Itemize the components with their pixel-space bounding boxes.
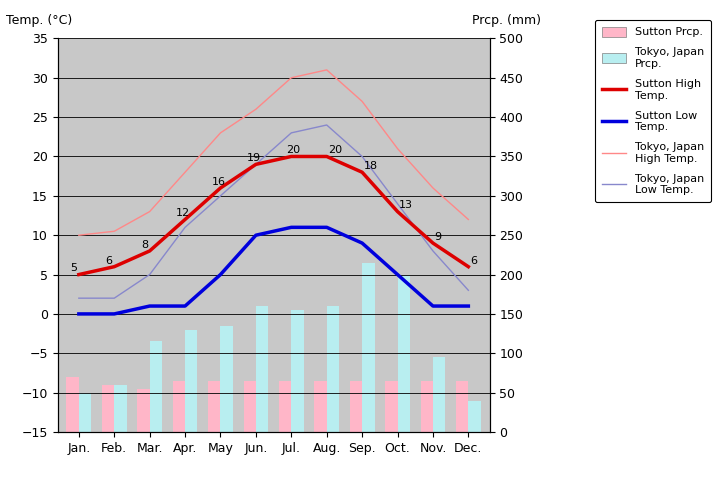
Text: 8: 8	[141, 240, 148, 250]
Bar	[208, 381, 220, 432]
Text: 13: 13	[400, 201, 413, 210]
Bar	[327, 306, 339, 432]
Bar	[102, 385, 114, 432]
Bar	[350, 381, 362, 432]
Bar	[420, 381, 433, 432]
Text: 19: 19	[247, 153, 261, 163]
Bar	[456, 381, 468, 432]
Bar	[292, 310, 304, 432]
Text: 20: 20	[286, 145, 300, 156]
Text: 20: 20	[328, 145, 343, 156]
Text: 5: 5	[70, 264, 77, 274]
Bar	[150, 341, 162, 432]
Bar	[66, 377, 79, 432]
Bar	[220, 326, 233, 432]
Bar	[114, 385, 127, 432]
Text: 6: 6	[105, 255, 112, 265]
Text: 12: 12	[176, 208, 190, 218]
Bar	[397, 275, 410, 432]
Bar	[185, 330, 197, 432]
Bar	[468, 400, 481, 432]
Text: 6: 6	[470, 255, 477, 265]
Text: Temp. (°C): Temp. (°C)	[6, 13, 72, 26]
Bar	[243, 381, 256, 432]
Legend: Sutton Prcp., Tokyo, Japan
Prcp., Sutton High
Temp., Sutton Low
Temp., Tokyo, Ja: Sutton Prcp., Tokyo, Japan Prcp., Sutton…	[595, 20, 711, 202]
Bar	[256, 306, 269, 432]
Bar	[173, 381, 185, 432]
Bar	[385, 381, 397, 432]
Bar	[79, 393, 91, 432]
Bar	[138, 389, 150, 432]
Text: Prcp. (mm): Prcp. (mm)	[472, 13, 541, 26]
Text: 16: 16	[212, 177, 225, 187]
Bar	[362, 263, 374, 432]
Bar	[315, 381, 327, 432]
Bar	[433, 357, 446, 432]
Bar	[279, 381, 292, 432]
Text: 9: 9	[435, 232, 442, 242]
Text: 18: 18	[364, 161, 378, 171]
